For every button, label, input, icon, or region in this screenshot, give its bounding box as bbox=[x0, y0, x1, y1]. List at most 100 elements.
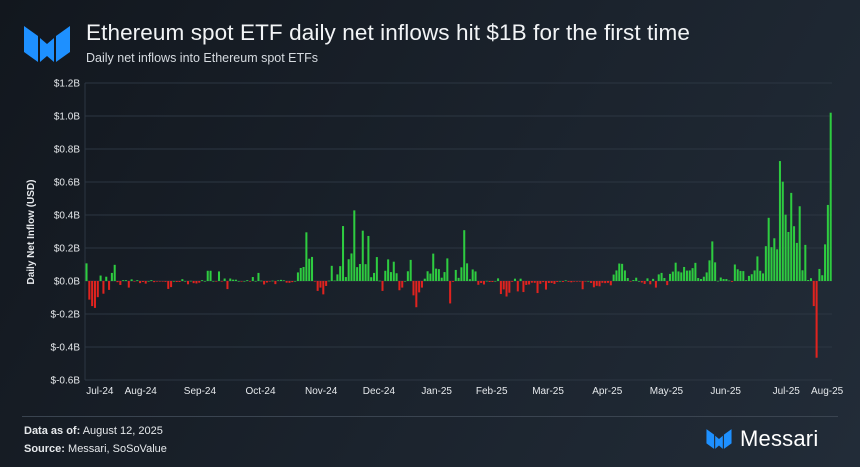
bar bbox=[215, 281, 218, 282]
y-tick-label: $0.6B bbox=[54, 178, 80, 189]
bar bbox=[150, 280, 153, 281]
bar bbox=[167, 281, 170, 289]
bar bbox=[700, 279, 703, 281]
bar bbox=[466, 263, 469, 281]
bar bbox=[406, 271, 409, 281]
bar bbox=[257, 272, 260, 281]
bar bbox=[793, 226, 796, 281]
bar bbox=[237, 281, 240, 282]
x-tick-label: Mar-25 bbox=[532, 386, 564, 397]
bar bbox=[590, 281, 593, 283]
bar bbox=[378, 280, 381, 282]
bar bbox=[798, 206, 801, 281]
bar bbox=[491, 281, 494, 282]
y-axis-ticks: $1.2B $1.0B $0.8B $0.6B $0.4B $0.2B $0.0B $-0.2… bbox=[51, 79, 81, 387]
bar bbox=[705, 272, 708, 281]
bar bbox=[105, 276, 108, 281]
bar bbox=[277, 280, 280, 281]
bar bbox=[790, 192, 793, 281]
bar bbox=[615, 270, 618, 281]
bar bbox=[513, 278, 516, 281]
bar bbox=[570, 281, 573, 283]
bar bbox=[232, 279, 235, 281]
bar bbox=[550, 281, 553, 283]
bar bbox=[316, 281, 319, 291]
bar bbox=[697, 278, 700, 281]
bar bbox=[344, 277, 347, 281]
bar bbox=[739, 270, 742, 281]
bar bbox=[660, 272, 663, 281]
bar bbox=[556, 281, 559, 282]
bar bbox=[533, 281, 536, 283]
bar bbox=[172, 281, 175, 282]
bar bbox=[446, 258, 449, 281]
data-as-of-label: Data as of: bbox=[24, 425, 81, 437]
bar bbox=[370, 277, 373, 281]
bar bbox=[742, 271, 745, 281]
bar bbox=[181, 279, 184, 281]
bar bbox=[223, 278, 226, 281]
bar bbox=[671, 271, 674, 281]
bar bbox=[733, 264, 736, 281]
bar bbox=[471, 269, 474, 281]
bar bbox=[519, 278, 522, 281]
bar bbox=[305, 232, 308, 281]
y-tick-label: $-0.4B bbox=[51, 343, 81, 354]
bar bbox=[804, 244, 807, 281]
gridlines bbox=[84, 82, 832, 381]
bar bbox=[116, 281, 119, 283]
bar bbox=[612, 274, 615, 281]
bar bbox=[113, 264, 116, 281]
bar bbox=[412, 281, 415, 296]
bar bbox=[764, 246, 767, 281]
bar bbox=[265, 281, 268, 283]
bar bbox=[530, 281, 533, 283]
bar bbox=[280, 279, 283, 281]
bar bbox=[358, 264, 361, 281]
bar bbox=[587, 281, 590, 282]
source: Source: Messari, SoSoValue bbox=[24, 443, 167, 456]
bar bbox=[198, 281, 201, 283]
bar bbox=[153, 281, 156, 283]
bar bbox=[821, 275, 824, 281]
bar bbox=[209, 270, 212, 281]
bar bbox=[719, 277, 722, 281]
bar bbox=[747, 275, 750, 281]
bar bbox=[217, 271, 221, 281]
bar bbox=[488, 281, 491, 282]
bar bbox=[711, 241, 714, 281]
bar bbox=[364, 264, 367, 281]
bar bbox=[691, 268, 694, 281]
bar bbox=[736, 269, 739, 281]
x-tick-label: Aug-24 bbox=[125, 386, 158, 397]
bar bbox=[807, 280, 810, 281]
bar bbox=[669, 273, 672, 281]
x-tick-label: Apr-25 bbox=[592, 386, 622, 397]
bar bbox=[623, 270, 626, 281]
bar bbox=[657, 274, 660, 281]
bar bbox=[542, 281, 545, 283]
bar bbox=[260, 280, 263, 282]
bar bbox=[773, 238, 776, 281]
bar bbox=[824, 244, 827, 281]
bar bbox=[99, 275, 102, 281]
bar bbox=[443, 272, 446, 281]
x-tick-label: Nov-24 bbox=[305, 386, 338, 397]
bar bbox=[474, 271, 477, 281]
bar bbox=[640, 281, 643, 283]
bar bbox=[604, 281, 607, 284]
bar bbox=[635, 277, 638, 281]
bar bbox=[122, 280, 125, 281]
bar bbox=[485, 280, 488, 282]
bar bbox=[161, 281, 164, 282]
x-tick-label: May-25 bbox=[650, 386, 684, 397]
bar bbox=[294, 281, 297, 282]
chart-title: Ethereum spot ETF daily net inflows hit … bbox=[86, 20, 690, 45]
bar bbox=[440, 277, 443, 281]
bar bbox=[677, 271, 680, 281]
bar bbox=[460, 267, 463, 281]
bar bbox=[663, 278, 666, 281]
bar bbox=[714, 262, 717, 281]
bar bbox=[694, 262, 697, 281]
bar bbox=[319, 281, 322, 288]
